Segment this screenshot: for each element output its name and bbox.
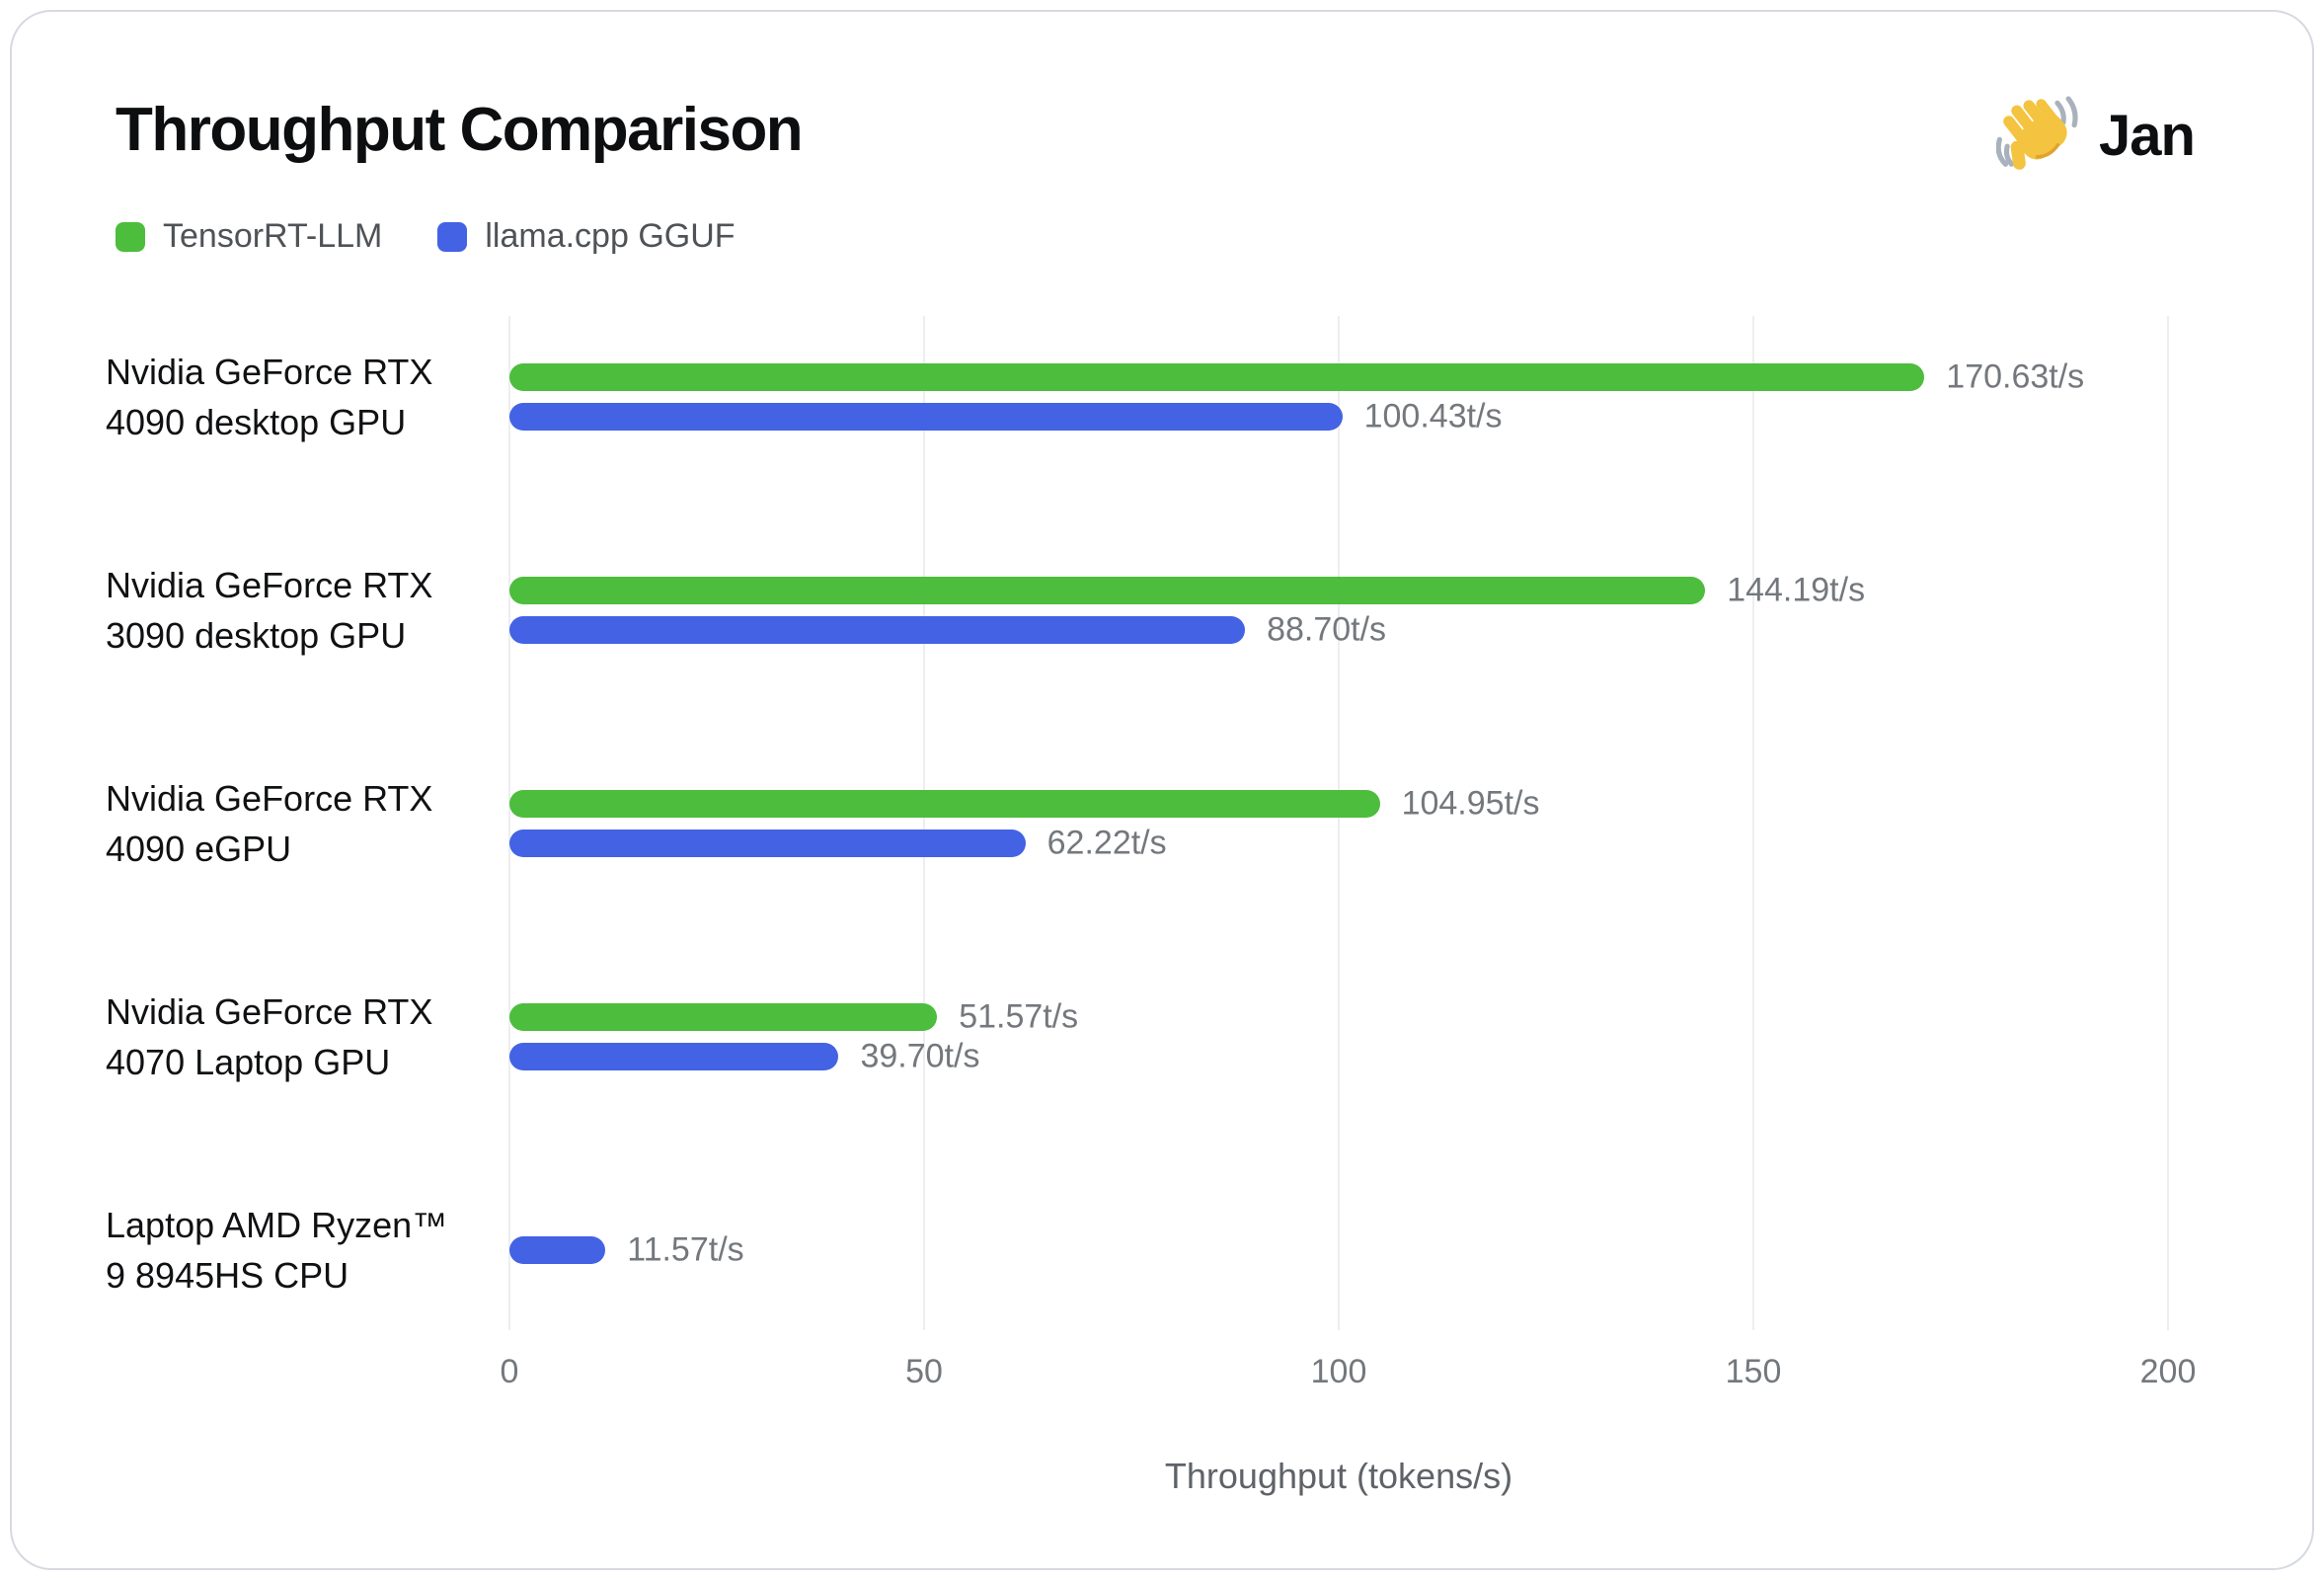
chart-card: Throughput Comparison xyxy=(10,10,2314,1570)
category-label-line: 3090 desktop GPU xyxy=(106,615,407,656)
bar-value-label: 62.22t/s xyxy=(1046,824,1167,862)
x-tick-label: 150 xyxy=(1725,1353,1782,1390)
category-label-line: 4070 Laptop GPU xyxy=(106,1042,391,1082)
category-label-line: 4090 desktop GPU xyxy=(106,402,407,442)
category-label: Laptop AMD Ryzen™ 9 8945HS CPU xyxy=(106,1200,447,1301)
x-tick-label: 100 xyxy=(1310,1353,1367,1390)
bar-llama-cpp-gguf xyxy=(509,830,1026,857)
legend-label: llama.cpp GGUF xyxy=(485,217,736,255)
category-label-line: 4090 eGPU xyxy=(106,829,292,869)
bar-llama-cpp-gguf xyxy=(509,616,1246,644)
bar-value-label: 39.70t/s xyxy=(860,1037,980,1075)
category-label-line: Nvidia GeForce RTX xyxy=(106,778,433,819)
legend-swatch-icon xyxy=(437,221,468,252)
brand-logo: Jan xyxy=(1996,91,2196,180)
bar-llama-cpp-gguf xyxy=(509,1043,839,1070)
category-label: Nvidia GeForce RTX 4070 Laptop GPU xyxy=(106,987,432,1087)
legend-label: TensorRT-LLM xyxy=(163,217,383,255)
gridline xyxy=(2167,316,2169,1330)
x-tick-label: 200 xyxy=(2139,1353,2197,1390)
category-label-line: Nvidia GeForce RTX xyxy=(106,352,433,392)
bar-value-label: 104.95t/s xyxy=(1401,784,1540,823)
bar-value-label: 88.70t/s xyxy=(1267,610,1387,649)
chart-legend: TensorRT-LLM llama.cpp GGUF xyxy=(116,217,736,256)
bar-tensorrt-llm xyxy=(509,1003,938,1031)
bar-llama-cpp-gguf xyxy=(509,403,1343,431)
x-tick-label: 50 xyxy=(905,1353,943,1390)
bar-value-label: 100.43t/s xyxy=(1363,397,1503,435)
category-label: Nvidia GeForce RTX 3090 desktop GPU xyxy=(106,560,432,661)
x-tick-label: 0 xyxy=(500,1353,519,1390)
x-axis-title: Throughput (tokens/s) xyxy=(1164,1456,1513,1496)
bar-llama-cpp-gguf xyxy=(509,1236,606,1264)
category-label-line: 9 8945HS CPU xyxy=(106,1255,349,1296)
brand-name: Jan xyxy=(2099,103,2196,168)
category-label: Nvidia GeForce RTX 4090 desktop GPU xyxy=(106,347,432,447)
gridline xyxy=(1752,316,1754,1330)
category-label-line: Nvidia GeForce RTX xyxy=(106,991,433,1032)
gridline xyxy=(923,316,925,1330)
bar-value-label: 170.63t/s xyxy=(1946,357,2085,396)
bar-tensorrt-llm xyxy=(509,577,1706,604)
gridline xyxy=(1338,316,1340,1330)
gridline xyxy=(508,316,510,1330)
legend-item: llama.cpp GGUF xyxy=(437,217,736,256)
bar-value-label: 11.57t/s xyxy=(627,1230,744,1269)
legend-swatch-icon xyxy=(116,221,145,252)
bar-value-label: 144.19t/s xyxy=(1727,571,1866,609)
category-label-line: Laptop AMD Ryzen™ xyxy=(106,1205,448,1245)
category-label: Nvidia GeForce RTX 4090 eGPU xyxy=(106,773,432,874)
page-title: Throughput Comparison xyxy=(116,96,804,164)
waving-hand-icon xyxy=(1996,93,2081,178)
bar-tensorrt-llm xyxy=(509,363,1925,391)
category-label-line: Nvidia GeForce RTX xyxy=(106,565,433,605)
bar-tensorrt-llm xyxy=(509,790,1380,818)
legend-item: TensorRT-LLM xyxy=(116,217,382,256)
bar-value-label: 51.57t/s xyxy=(959,997,1079,1036)
